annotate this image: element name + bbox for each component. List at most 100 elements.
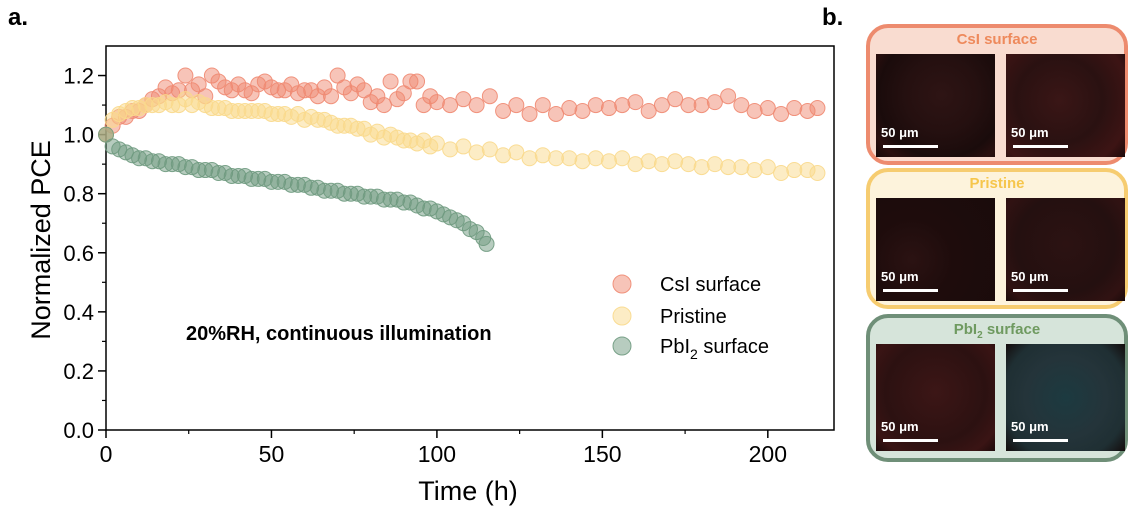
data-point bbox=[177, 67, 194, 84]
y-tick-label: 1.0 bbox=[63, 123, 94, 148]
y-tick-label: 1.2 bbox=[63, 64, 94, 89]
x-tick-label: 200 bbox=[749, 441, 787, 467]
legend-marker bbox=[612, 336, 632, 356]
data-point bbox=[773, 105, 790, 122]
scale-bar bbox=[883, 145, 938, 148]
data-point bbox=[667, 153, 684, 170]
data-point bbox=[323, 88, 340, 105]
scale-bar-label: 50 μm bbox=[881, 269, 919, 284]
y-tick-label: 0.4 bbox=[63, 300, 94, 325]
data-point bbox=[468, 97, 485, 114]
data-point bbox=[428, 135, 445, 152]
data-point bbox=[627, 156, 644, 173]
data-point bbox=[409, 73, 426, 90]
image-panel-title: PbI2 surface bbox=[953, 321, 1041, 341]
image-panel-1: Pristine 50 μm 50 μm bbox=[866, 168, 1128, 309]
data-point bbox=[809, 100, 826, 117]
data-point bbox=[442, 97, 459, 114]
data-point bbox=[481, 88, 498, 105]
data-point bbox=[508, 97, 525, 114]
data-point bbox=[693, 159, 710, 176]
data-point bbox=[733, 97, 750, 114]
data-point bbox=[587, 150, 604, 167]
y-axis: 0.0 0.2 0.4 0.6 0.8 1.0 1.2 bbox=[63, 64, 106, 443]
scale-bar bbox=[883, 289, 938, 292]
data-point bbox=[382, 73, 399, 90]
scale-bar-label: 50 μm bbox=[1011, 269, 1049, 284]
data-point bbox=[706, 156, 723, 173]
data-point bbox=[521, 105, 538, 122]
data-point bbox=[600, 100, 617, 117]
scale-bar-label: 50 μm bbox=[1011, 125, 1049, 140]
chart-legend: CsI surface Pristine PbI2 surface bbox=[612, 274, 769, 362]
data-point bbox=[614, 150, 631, 167]
data-point bbox=[653, 156, 670, 173]
data-point bbox=[468, 144, 485, 161]
data-point bbox=[548, 105, 565, 122]
data-point bbox=[561, 100, 578, 117]
data-point bbox=[809, 165, 826, 182]
data-point bbox=[733, 159, 750, 176]
data-point bbox=[495, 147, 512, 164]
data-point bbox=[614, 97, 631, 114]
scale-bar-label: 50 μm bbox=[1011, 419, 1049, 434]
image-panel-title: CsI surface bbox=[956, 31, 1038, 48]
data-point bbox=[680, 156, 697, 173]
pce-chart: 0 50 100 150 200 0.0 0.2 0.4 0.6 0.8 1.0 1.2 Time … bbox=[26, 45, 835, 506]
legend-label: Pristine bbox=[660, 306, 727, 328]
plot-area bbox=[105, 45, 835, 431]
data-point bbox=[455, 91, 472, 108]
data-point bbox=[478, 235, 495, 252]
series-2 bbox=[98, 126, 495, 252]
legend-label: CsI surface bbox=[660, 274, 761, 296]
data-point bbox=[481, 141, 498, 158]
y-tick-label: 0.2 bbox=[63, 359, 94, 384]
x-tick-label: 0 bbox=[100, 441, 113, 467]
data-point bbox=[587, 97, 604, 114]
micrograph-image: 50 μm bbox=[876, 344, 995, 451]
scale-bar bbox=[1013, 289, 1068, 292]
scale-bar bbox=[883, 439, 938, 442]
micrograph-image: 50 μm bbox=[1006, 54, 1125, 157]
micrograph-image: 50 μm bbox=[876, 198, 995, 301]
legend-marker bbox=[612, 274, 632, 294]
data-point bbox=[627, 94, 644, 111]
data-point bbox=[428, 94, 445, 111]
data-point bbox=[574, 153, 591, 170]
plot-border bbox=[105, 45, 835, 431]
data-point bbox=[375, 97, 392, 114]
data-point bbox=[495, 102, 512, 119]
data-point bbox=[786, 100, 803, 117]
data-point bbox=[640, 153, 657, 170]
data-point bbox=[759, 100, 776, 117]
data-point bbox=[455, 138, 472, 155]
panel-a-label: a. bbox=[8, 4, 29, 31]
data-point bbox=[521, 150, 538, 167]
data-point bbox=[561, 150, 578, 167]
data-point bbox=[759, 159, 776, 176]
y-tick-label: 0.6 bbox=[63, 241, 94, 266]
y-tick-label: 0.0 bbox=[63, 418, 94, 443]
data-point bbox=[640, 102, 657, 119]
legend-label: PbI2 surface bbox=[660, 336, 769, 362]
data-point bbox=[746, 162, 763, 179]
y-tick-label: 0.8 bbox=[63, 182, 94, 207]
data-point bbox=[574, 102, 591, 119]
data-point bbox=[706, 94, 723, 111]
x-axis: 0 50 100 150 200 bbox=[100, 430, 787, 467]
scale-bar bbox=[1013, 145, 1068, 148]
x-tick-label: 50 bbox=[259, 441, 285, 467]
data-point bbox=[667, 91, 684, 108]
series-1 bbox=[98, 91, 826, 182]
panel-b-label: b. bbox=[822, 4, 844, 31]
data-point bbox=[746, 102, 763, 119]
scale-bar-label: 50 μm bbox=[881, 125, 919, 140]
scale-bar-label: 50 μm bbox=[881, 419, 919, 434]
x-tick-label: 150 bbox=[583, 441, 621, 467]
data-point bbox=[653, 97, 670, 114]
x-tick-label: 100 bbox=[418, 441, 456, 467]
data-point bbox=[508, 144, 525, 161]
data-point bbox=[442, 141, 459, 158]
image-panel-2: PbI2 surface 50 μm 50 μm bbox=[866, 314, 1128, 462]
micrograph-image: 50 μm bbox=[876, 54, 995, 157]
